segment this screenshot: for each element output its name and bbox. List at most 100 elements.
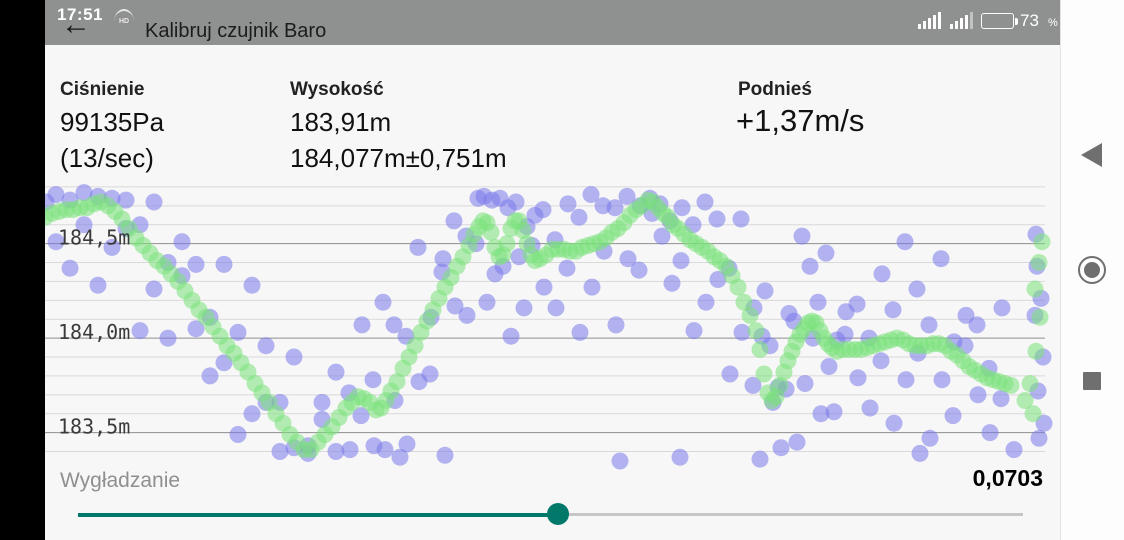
raw_measurements-dot bbox=[571, 323, 589, 341]
raw_measurements-dot bbox=[582, 186, 600, 203]
raw_measurements-dot bbox=[61, 259, 79, 277]
raw_measurements-dot bbox=[848, 295, 866, 313]
smoothed_altitude-dot bbox=[514, 221, 532, 239]
raw_measurements-dot bbox=[187, 255, 205, 273]
raw_measurements-dot bbox=[515, 299, 533, 317]
raw_measurements-dot bbox=[944, 407, 962, 425]
raw_measurements-dot bbox=[809, 293, 827, 311]
smoothed_altitude-dot bbox=[388, 373, 406, 391]
status-clock: 17:51 bbox=[57, 5, 103, 24]
raw_measurements-dot bbox=[215, 255, 233, 273]
raw_measurements-dot bbox=[535, 278, 553, 296]
raw_measurements-dot bbox=[341, 441, 359, 459]
smoothed_altitude-dot bbox=[406, 337, 424, 355]
raw_measurements-dot bbox=[285, 348, 303, 366]
raw_measurements-dot bbox=[173, 233, 191, 251]
raw_measurements-dot bbox=[732, 210, 750, 228]
smoothed_altitude-dot bbox=[755, 365, 773, 383]
raw_measurements-dot bbox=[327, 363, 345, 381]
raw_measurements-dot bbox=[618, 187, 636, 205]
raw_measurements-dot bbox=[534, 201, 552, 219]
smoothing-value: 0,0703 bbox=[972, 465, 1043, 491]
raw_measurements-dot bbox=[445, 212, 463, 230]
raw_measurements-dot bbox=[398, 435, 416, 453]
raw_measurements-dot bbox=[243, 276, 261, 294]
raw_measurements-dot bbox=[619, 250, 637, 268]
raw_measurements-dot bbox=[434, 250, 452, 268]
raw_measurements-dot bbox=[145, 193, 163, 211]
smoothed_altitude-dot bbox=[751, 341, 769, 358]
raw_measurements-dot bbox=[653, 227, 671, 245]
smoothed_altitude-dot bbox=[498, 235, 516, 253]
raw_measurements-dot bbox=[409, 238, 427, 256]
smoothed_altitude-dot bbox=[1026, 280, 1044, 298]
signal-sim2-icon bbox=[950, 12, 973, 29]
smoothed_altitude-dot bbox=[729, 278, 747, 296]
smoothed_altitude-dot bbox=[747, 322, 765, 340]
signal-sim1-icon bbox=[918, 12, 941, 29]
raw_measurements-dot bbox=[708, 210, 726, 228]
raw_measurements-dot bbox=[353, 316, 371, 334]
raw_measurements-dot bbox=[611, 452, 629, 470]
smoothed_altitude-dot bbox=[1024, 405, 1042, 423]
smoothed_altitude-dot bbox=[741, 306, 759, 324]
raw_measurements-dot bbox=[131, 322, 149, 340]
altitude-label: Wysokość bbox=[290, 79, 384, 100]
raw_measurements-dot bbox=[872, 352, 890, 370]
raw_measurements-dot bbox=[1030, 429, 1048, 447]
nav-recents-icon[interactable] bbox=[1083, 372, 1101, 390]
raw_measurements-dot bbox=[697, 293, 715, 311]
raw_measurements-dot bbox=[969, 386, 987, 404]
nav-home-icon[interactable] bbox=[1078, 256, 1106, 284]
smoothed_altitude-dot bbox=[1016, 392, 1034, 409]
raw_measurements-dot bbox=[117, 191, 135, 209]
slider-track-active[interactable] bbox=[78, 512, 559, 517]
raw_measurements-dot bbox=[1005, 441, 1023, 459]
raw_measurements-dot bbox=[793, 227, 811, 245]
raw_measurements-dot bbox=[820, 358, 838, 375]
raw_measurements-dot bbox=[478, 293, 496, 311]
raw_measurements-dot bbox=[933, 371, 951, 389]
smoothed_altitude-dot bbox=[1021, 375, 1039, 392]
sensor-stats-row: Ciśnienie 99135Pa (13/sec) Wysokość 183,… bbox=[45, 45, 1060, 180]
climb-value: +1,37m/s bbox=[736, 103, 865, 138]
raw_measurements-dot bbox=[458, 306, 476, 324]
smoothing-label: Wygładzanie bbox=[60, 469, 181, 492]
raw_measurements-dot bbox=[630, 261, 648, 279]
raw_measurements-dot bbox=[932, 250, 950, 268]
raw_measurements-dot bbox=[788, 433, 806, 451]
raw_measurements-dot bbox=[772, 439, 790, 457]
battery-percent: 73 bbox=[1020, 11, 1039, 30]
raw_measurements-dot bbox=[751, 450, 769, 468]
raw_measurements-dot bbox=[663, 274, 681, 292]
back-arrow-icon[interactable]: ← bbox=[61, 8, 91, 41]
raw_measurements-dot bbox=[696, 193, 714, 211]
raw_measurements-dot bbox=[75, 216, 93, 234]
raw_measurements-dot bbox=[374, 293, 392, 311]
slider-thumb[interactable] bbox=[547, 503, 570, 525]
raw_measurements-dot bbox=[849, 369, 867, 387]
altitude-value: 183,91m bbox=[290, 107, 392, 137]
smoothing-slider[interactable] bbox=[45, 500, 1060, 530]
raw_measurements-dot bbox=[352, 407, 370, 425]
raw_measurements-dot bbox=[47, 233, 65, 251]
smoothed_altitude-dot bbox=[1027, 342, 1045, 360]
raw_measurements-dot bbox=[733, 323, 751, 341]
raw_measurements-dot bbox=[385, 316, 403, 334]
smoothed_altitude-dot bbox=[1002, 376, 1020, 394]
raw_measurements-dot bbox=[672, 252, 690, 270]
raw_measurements-dot bbox=[756, 282, 774, 300]
baro-chart: 184,5m 184,0m 183,5m bbox=[36, 184, 1053, 470]
content-area: Ciśnienie 99135Pa (13/sec) Wysokość 183,… bbox=[36, 45, 1060, 540]
raw_measurements-dot bbox=[920, 316, 938, 334]
raw_measurements-dot bbox=[89, 276, 107, 294]
raw_measurements-dot bbox=[607, 316, 625, 334]
page-title: Kalibruj czujnik Baro bbox=[145, 20, 327, 42]
nav-back-icon[interactable] bbox=[1081, 143, 1102, 167]
display-cutout-strip bbox=[0, 0, 45, 540]
raw_measurements-dot bbox=[446, 297, 464, 315]
raw_measurements-dot bbox=[981, 424, 999, 442]
raw_measurements-dot bbox=[201, 367, 219, 385]
raw_measurements-dot bbox=[257, 337, 275, 355]
raw_measurements-dot bbox=[812, 405, 830, 423]
